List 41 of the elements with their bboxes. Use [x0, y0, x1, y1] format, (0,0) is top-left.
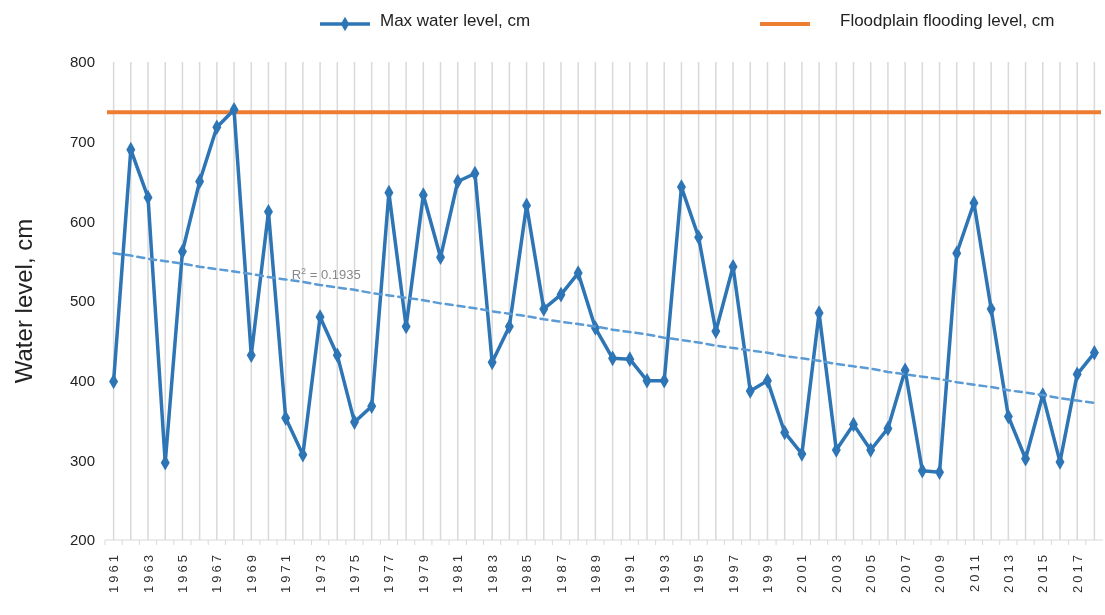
x-tick-label: 1969	[243, 552, 259, 593]
legend-label: Floodplain flooding level, cm	[840, 10, 1055, 30]
x-tick-label: 1989	[587, 552, 603, 593]
y-axis-title: Water level, cm	[10, 218, 37, 384]
x-tick-label: 1971	[278, 552, 294, 593]
x-tick-label: 2003	[828, 552, 844, 593]
x-tick-label: 1961	[106, 552, 122, 593]
x-tick-label: 1991	[622, 552, 638, 593]
x-tick-label: 1983	[484, 552, 500, 593]
y-tick-label: 300	[69, 451, 95, 469]
legend-label: Max water level, cm	[380, 10, 531, 30]
x-tick-label: 2001	[794, 552, 810, 593]
x-tick-label: 1995	[691, 552, 707, 593]
x-tick-label: 1985	[519, 552, 535, 593]
x-tick-label: 1987	[553, 552, 569, 593]
y-tick-label: 600	[69, 212, 95, 230]
y-tick-label: 200	[69, 531, 95, 549]
x-tick-label: 1973	[312, 552, 328, 593]
x-tick-label: 1963	[140, 552, 156, 593]
x-tick-label: 2015	[1035, 552, 1051, 593]
x-tick-label: 1999	[760, 552, 776, 593]
x-tick-label: 1979	[415, 552, 431, 593]
y-tick-label: 500	[69, 292, 95, 310]
x-tick-label: 1965	[174, 552, 190, 593]
x-tick-label: 1977	[381, 552, 397, 593]
x-tick-label: 1975	[347, 552, 363, 593]
x-tick-label: 2007	[897, 552, 913, 593]
annotation: R$^{2}$ = 0.1935	[291, 266, 361, 283]
x-tick-label: 2009	[932, 552, 948, 593]
y-tick-label: 800	[69, 53, 95, 71]
x-tick-label: 2013	[1000, 552, 1016, 593]
x-tick-label: 1981	[450, 552, 466, 593]
x-tick-label: 1967	[209, 552, 225, 593]
y-tick-label: 700	[69, 132, 95, 150]
y-tick-label: 400	[69, 371, 95, 389]
x-tick-label: 1997	[725, 552, 741, 593]
x-tick-label: 2011	[966, 552, 982, 592]
x-tick-label: 1993	[656, 552, 672, 593]
x-tick-label: 2017	[1069, 552, 1085, 593]
x-tick-label: 2005	[863, 552, 879, 593]
line-series	[112, 251, 1096, 405]
